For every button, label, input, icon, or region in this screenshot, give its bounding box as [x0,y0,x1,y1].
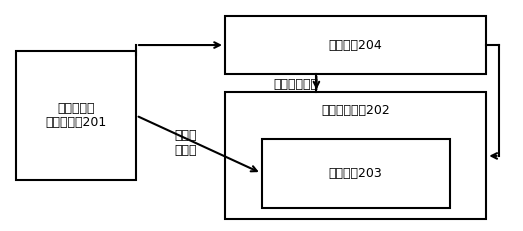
Text: 神经网络模型202: 神经网络模型202 [321,104,390,117]
Bar [225,16,486,74]
Text: 全局特征203: 全局特征203 [329,167,382,180]
Text: 患者特征点
坐标数据集201: 患者特征点 坐标数据集201 [45,101,107,130]
Text: 预训练
无监督: 预训练 无监督 [174,129,197,157]
Bar [16,51,136,180]
Text: 误差数据204: 误差数据204 [329,39,382,52]
Bar [225,92,486,219]
Bar [262,139,450,208]
Text: 调整模型参数: 调整模型参数 [273,78,318,91]
